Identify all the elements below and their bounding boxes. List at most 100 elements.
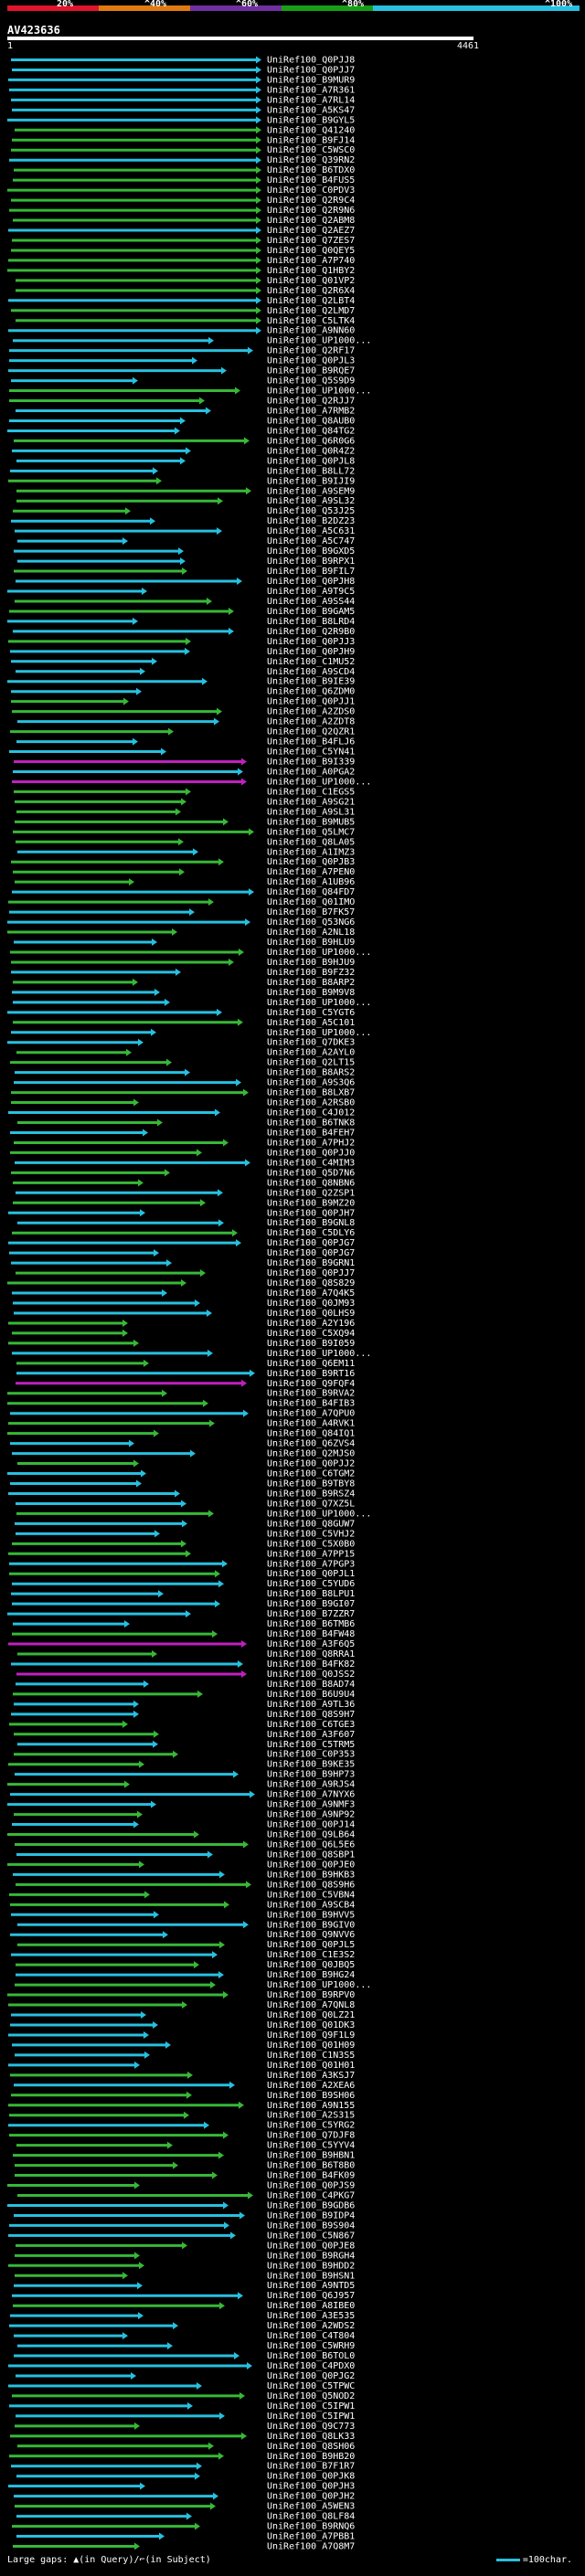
hit-label[interactable]: UniRef100_B7FK57: [267, 907, 355, 917]
hit-label[interactable]: UniRef100_A1UB96: [267, 877, 355, 887]
hit-label[interactable]: UniRef100_B9FIL7: [267, 567, 355, 577]
hit-label[interactable]: UniRef100_A7R361: [267, 85, 355, 95]
hit-label[interactable]: UniRef100_A7PEN0: [267, 867, 355, 877]
hit-label[interactable]: UniRef100_B8LPU1: [267, 1589, 355, 1599]
hit-label[interactable]: UniRef100_Q8LF84: [267, 2512, 355, 2522]
hit-label[interactable]: UniRef100_Q9F1L9: [267, 2030, 355, 2041]
hit-label[interactable]: UniRef100_Q0PJE8: [267, 2241, 355, 2251]
hit-label[interactable]: UniRef100_Q53NG6: [267, 917, 355, 928]
hit-label[interactable]: UniRef100_Q2ABM8: [267, 216, 355, 226]
hit-label[interactable]: UniRef100_A2XEA6: [267, 2081, 355, 2091]
hit-label[interactable]: UniRef100_B6U9U4: [267, 1690, 355, 1700]
hit-label[interactable]: UniRef100_B6TNK8: [267, 1118, 355, 1129]
hit-label[interactable]: UniRef100_B9FZ32: [267, 968, 355, 978]
hit-label[interactable]: UniRef100_Q8NBN6: [267, 1178, 355, 1188]
hit-label[interactable]: UniRef100_Q0PJG7: [267, 1248, 355, 1258]
hit-label[interactable]: UniRef100_A3F6Q5: [267, 1639, 355, 1649]
hit-label[interactable]: UniRef100_A9RJS4: [267, 1780, 355, 1790]
hit-label[interactable]: UniRef100_B9HBN1: [267, 2151, 355, 2161]
hit-label[interactable]: UniRef100_B9RPV0: [267, 1990, 355, 2000]
hit-label[interactable]: UniRef100_B9MUB5: [267, 817, 355, 827]
hit-label[interactable]: UniRef100_Q84IQ1: [267, 1429, 355, 1439]
hit-label[interactable]: UniRef100_Q5NOD2: [267, 2391, 355, 2401]
hit-label[interactable]: UniRef100_Q01H09: [267, 2041, 355, 2051]
hit-label[interactable]: UniRef100_C6TGM2: [267, 1469, 355, 1479]
hit-label[interactable]: UniRef100_B8LRD4: [267, 617, 355, 627]
hit-label[interactable]: UniRef100_B9GRN1: [267, 1258, 355, 1268]
hit-label[interactable]: UniRef100_A2S315: [267, 2111, 355, 2121]
hit-label[interactable]: UniRef100_A5KS47: [267, 105, 355, 115]
hit-label[interactable]: UniRef100_Q0PJJ0: [267, 1148, 355, 1158]
hit-label[interactable]: UniRef100_UP1000...: [267, 1028, 371, 1038]
hit-label[interactable]: UniRef100_B9GYL5: [267, 115, 355, 125]
hit-label[interactable]: UniRef100_C0P353: [267, 1750, 355, 1760]
hit-label[interactable]: UniRef100_A7NYX6: [267, 1790, 355, 1800]
hit-label[interactable]: UniRef100_B9MUR9: [267, 75, 355, 85]
hit-label[interactable]: UniRef100_C1E3S2: [267, 1950, 355, 1960]
hit-label[interactable]: UniRef100_Q0PJ14: [267, 1820, 355, 1830]
hit-label[interactable]: UniRef100_B9HP73: [267, 1770, 355, 1780]
hit-label[interactable]: UniRef100_Q41240: [267, 125, 355, 135]
hit-label[interactable]: UniRef100_A2AYL0: [267, 1048, 355, 1058]
hit-label[interactable]: UniRef100_Q0PJH3: [267, 2482, 355, 2492]
hit-label[interactable]: UniRef100_Q7XZ5L: [267, 1499, 355, 1509]
hit-label[interactable]: UniRef100_Q9NVV6: [267, 1930, 355, 1940]
hit-label[interactable]: UniRef100_Q0R4Z2: [267, 446, 355, 456]
hit-label[interactable]: UniRef100_Q0LHS9: [267, 1309, 355, 1319]
hit-label[interactable]: UniRef100_Q0LZ21: [267, 2010, 355, 2020]
hit-label[interactable]: UniRef100_C5YRG2: [267, 2121, 355, 2131]
hit-label[interactable]: UniRef100_Q8SBP1: [267, 1850, 355, 1860]
hit-label[interactable]: UniRef100_Q8GUW7: [267, 1519, 355, 1529]
hit-label[interactable]: UniRef100_A7QPU0: [267, 1409, 355, 1419]
hit-label[interactable]: UniRef100_Q9C773: [267, 2422, 355, 2432]
hit-label[interactable]: UniRef100_B6TDX0: [267, 165, 355, 175]
hit-label[interactable]: UniRef100_B9RVA2: [267, 1389, 355, 1399]
hit-label[interactable]: UniRef100_A9SCB4: [267, 1900, 355, 1910]
hit-label[interactable]: UniRef100_C5VBN4: [267, 1890, 355, 1900]
hit-label[interactable]: UniRef100_Q01VP2: [267, 276, 355, 286]
hit-label[interactable]: UniRef100_UP1000...: [267, 777, 371, 787]
hit-label[interactable]: UniRef100_A3F607: [267, 1730, 355, 1740]
hit-label[interactable]: UniRef100_B8AD74: [267, 1680, 355, 1690]
hit-label[interactable]: UniRef100_UP1000...: [267, 336, 371, 346]
hit-label[interactable]: UniRef100_Q7DJF8: [267, 2131, 355, 2141]
hit-label[interactable]: UniRef100_Q6ZDM0: [267, 687, 355, 697]
hit-label[interactable]: UniRef100_B4FEH7: [267, 1128, 355, 1138]
hit-label[interactable]: UniRef100_A8IBE0: [267, 2301, 355, 2311]
hit-label[interactable]: UniRef100_A4RVK1: [267, 1419, 355, 1429]
hit-label[interactable]: UniRef100_A2ZDS0: [267, 707, 355, 717]
hit-label[interactable]: UniRef100_A7PGP3: [267, 1559, 355, 1569]
hit-label[interactable]: UniRef100_B2DZ23: [267, 516, 355, 526]
hit-label[interactable]: UniRef100_A2RSB0: [267, 1098, 355, 1108]
hit-label[interactable]: UniRef100_C5WRH9: [267, 2341, 355, 2351]
hit-label[interactable]: UniRef100_Q2ZSP1: [267, 1188, 355, 1198]
hit-label[interactable]: UniRef100_B6TOL0: [267, 2351, 355, 2361]
hit-label[interactable]: UniRef100_B7F1R7: [267, 2462, 355, 2472]
hit-label[interactable]: UniRef100_Q39RN2: [267, 155, 355, 165]
hit-label[interactable]: UniRef100_B8LL72: [267, 466, 355, 476]
hit-label[interactable]: UniRef100_Q0PJJ1: [267, 697, 355, 707]
hit-label[interactable]: UniRef100_B9MZ20: [267, 1198, 355, 1208]
hit-label[interactable]: UniRef100_B6TMB6: [267, 1619, 355, 1629]
hit-label[interactable]: UniRef100_C4PKG7: [267, 2190, 355, 2200]
hit-label[interactable]: UniRef100_B4FW48: [267, 1629, 355, 1639]
hit-label[interactable]: UniRef100_B9HDD2: [267, 2261, 355, 2271]
hit-label[interactable]: UniRef100_A9SS44: [267, 597, 355, 607]
hit-label[interactable]: UniRef100_Q0PJJ3: [267, 637, 355, 647]
hit-label[interactable]: UniRef100_B9RSZ4: [267, 1489, 355, 1499]
hit-label[interactable]: UniRef100_B9GI07: [267, 1599, 355, 1609]
hit-label[interactable]: UniRef100_C5DLY6: [267, 1228, 355, 1238]
hit-label[interactable]: UniRef100_Q84TG2: [267, 426, 355, 436]
hit-label[interactable]: UniRef100_A9SEM9: [267, 486, 355, 496]
hit-label[interactable]: UniRef100_B9HB20: [267, 2452, 355, 2462]
hit-label[interactable]: UniRef100_B9RPX1: [267, 557, 355, 567]
hit-label[interactable]: UniRef100_A3E535: [267, 2311, 355, 2321]
hit-label[interactable]: UniRef100_Q0PJL3: [267, 356, 355, 366]
hit-label[interactable]: UniRef100_Q0PJG7: [267, 1238, 355, 1248]
hit-label[interactable]: UniRef100_A7PP15: [267, 1549, 355, 1559]
hit-label[interactable]: UniRef100_Q0PJH2: [267, 2492, 355, 2502]
hit-label[interactable]: UniRef100_A9N155: [267, 2101, 355, 2111]
hit-label[interactable]: UniRef100_Q0PJL5: [267, 1940, 355, 1950]
hit-label[interactable]: UniRef100_B9I059: [267, 1339, 355, 1349]
hit-label[interactable]: UniRef100_Q6EM11: [267, 1359, 355, 1369]
